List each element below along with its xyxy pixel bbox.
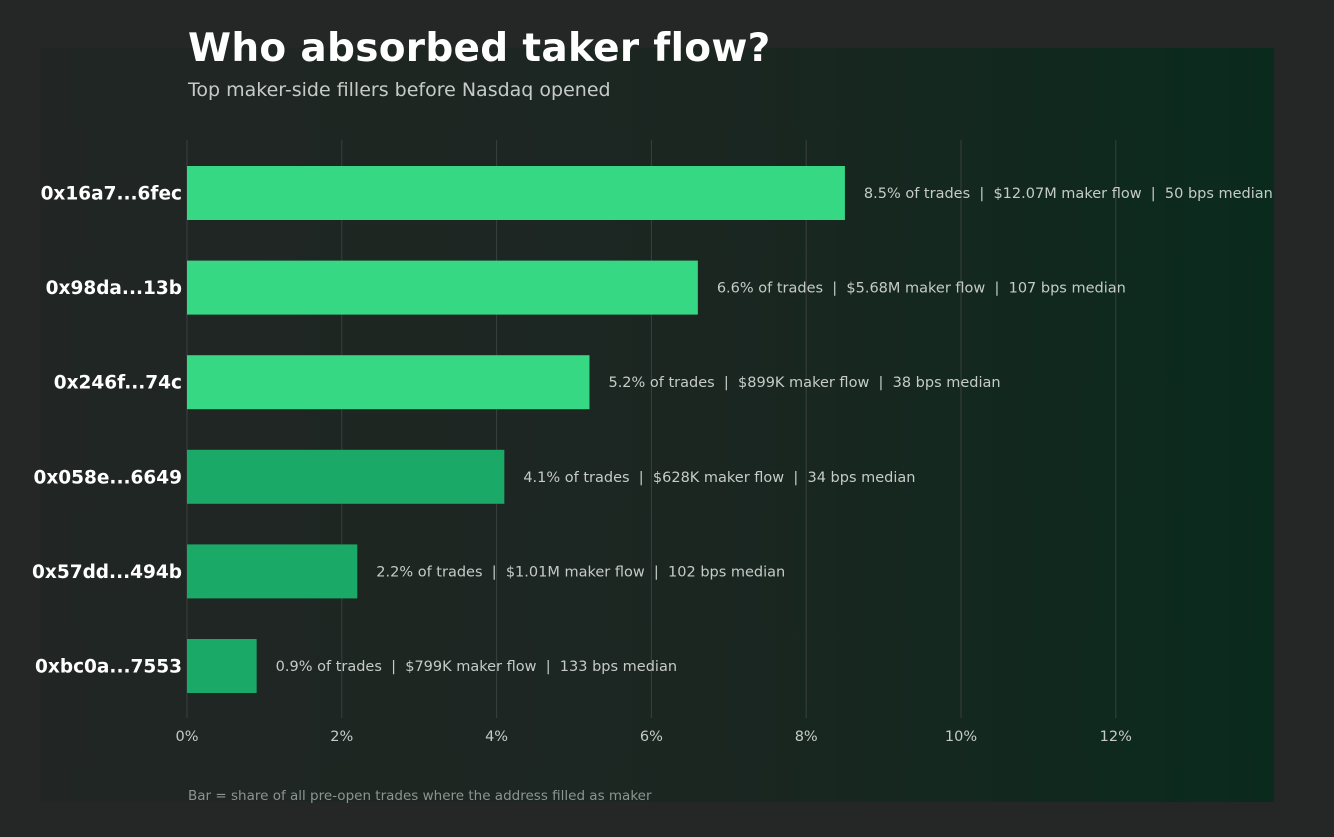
bar-data-label: 6.6% of trades | $5.68M maker flow | 107… — [717, 281, 1126, 297]
bar — [187, 260, 698, 315]
bar — [187, 544, 358, 599]
chart-footnote: Bar = share of all pre-open trades where… — [188, 788, 652, 804]
bar-data-label: 2.2% of trades | $1.01M maker flow | 102… — [376, 564, 785, 580]
bar-data-label: 5.2% of trades | $899K maker flow | 38 b… — [608, 375, 1000, 391]
category-label: 0x57dd...494b — [32, 562, 182, 583]
x-tick-label: 10% — [945, 729, 977, 745]
chart-subtitle: Top maker-side fillers before Nasdaq ope… — [188, 79, 611, 101]
bar — [187, 166, 845, 220]
chart-title: Who absorbed taker flow? — [188, 26, 771, 71]
x-tick-label: 4% — [485, 729, 508, 745]
bar — [187, 355, 590, 410]
x-tick-label: 6% — [640, 729, 663, 745]
x-tick-label: 12% — [1100, 729, 1132, 745]
x-tick-label: 2% — [330, 729, 353, 745]
x-tick-label: 0% — [175, 729, 198, 745]
bar-data-label: 0.9% of trades | $799K maker flow | 133 … — [276, 659, 677, 675]
x-tick-label: 8% — [795, 729, 818, 745]
category-label: 0x246f...74c — [54, 373, 182, 394]
bar — [187, 449, 505, 504]
category-label: 0x16a7...6fec — [41, 184, 182, 205]
bar-data-label: 4.1% of trades | $628K maker flow | 34 b… — [523, 470, 915, 486]
category-label: 0xbc0a...7553 — [35, 657, 182, 678]
bar-data-label: 8.5% of trades | $12.07M maker flow | 50… — [864, 186, 1273, 202]
category-label: 0x058e...6649 — [33, 467, 182, 488]
bar — [187, 639, 257, 693]
category-label: 0x98da...13b — [46, 278, 182, 299]
